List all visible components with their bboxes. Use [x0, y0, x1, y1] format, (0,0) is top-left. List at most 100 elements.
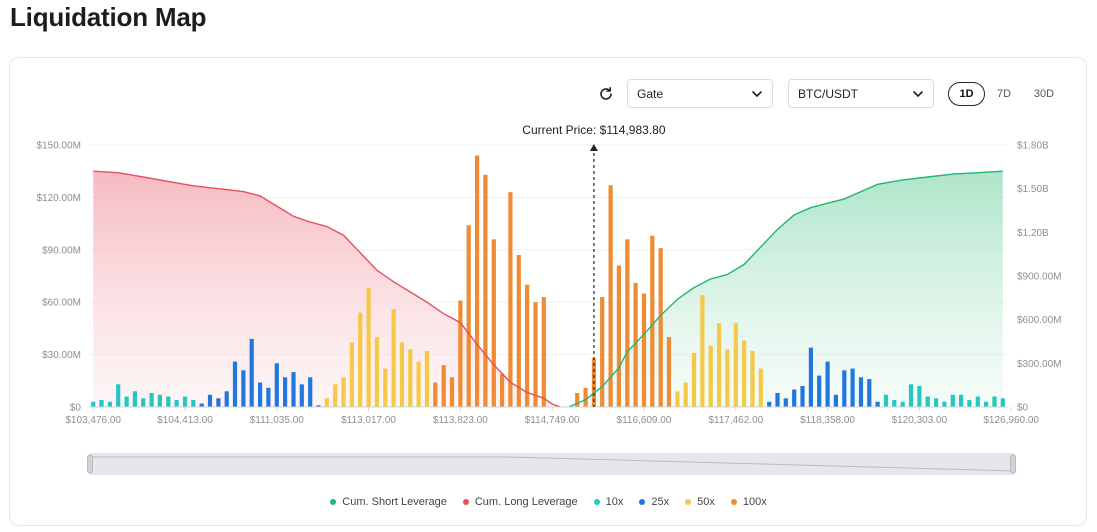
liquidation-bar-25x — [316, 405, 321, 407]
range-1d-button[interactable]: 1D — [948, 82, 985, 106]
exchange-select-value: Gate — [637, 86, 664, 101]
range-7d-button[interactable]: 7D — [996, 88, 1012, 100]
y-right-tick-label: $0 — [1017, 403, 1029, 414]
liquidation-bar-10x — [99, 400, 104, 407]
liquidation-bar-25x — [308, 377, 313, 407]
liquidation-bar-25x — [875, 401, 880, 407]
legend-item-25x[interactable]: 25x — [639, 496, 669, 508]
liquidation-bar-25x — [858, 377, 864, 407]
y-left-tick-label: $90.00M — [42, 245, 81, 256]
liquidation-bar-25x — [249, 338, 254, 407]
liquidation-bar-25x — [825, 361, 830, 407]
y-right-tick-label: $1.80B — [1017, 141, 1049, 152]
legend-item-100x[interactable]: 100x — [730, 496, 767, 508]
liquidation-bar-50x — [349, 342, 354, 407]
liquidation-bar-50x — [424, 351, 430, 407]
liquidation-bar-10x — [892, 400, 897, 407]
liquidation-bar-100x — [633, 283, 638, 407]
liquidation-bar-10x — [908, 384, 914, 407]
liquidation-bar-50x — [683, 382, 688, 407]
y-right-tick-label: $300.00M — [1017, 359, 1061, 370]
x-tick-label: $120,303.00 — [892, 415, 948, 426]
liquidation-bar-100x — [491, 239, 496, 407]
cum-short-area — [568, 171, 1003, 407]
liquidation-bar-50x — [717, 323, 722, 407]
liquidation-bar-100x — [433, 382, 438, 407]
page-title: Liquidation Map — [10, 2, 207, 32]
zoom-slider-right-handle[interactable] — [1010, 455, 1016, 473]
liquidation-bar-10x — [91, 401, 96, 407]
x-tick-label: $126,960.00 — [983, 415, 1039, 426]
liquidation-bar-25x — [207, 394, 213, 407]
liquidation-bar-100x — [541, 297, 546, 407]
liquidation-bar-10x — [992, 396, 997, 407]
liquidation-bar-50x — [416, 361, 421, 407]
zoom-slider-left-handle[interactable] — [87, 455, 93, 473]
liquidation-bar-50x — [742, 340, 747, 407]
liquidation-bar-100x — [608, 185, 613, 407]
y-left-tick-label: $0 — [70, 403, 82, 414]
liquidation-bar-10x — [925, 396, 930, 407]
liquidation-bar-10x — [166, 396, 171, 407]
x-tick-label: $114,749.00 — [525, 415, 580, 426]
liquidation-bar-100x — [441, 365, 446, 407]
liquidation-bar-10x — [157, 394, 162, 407]
x-tick-label: $118,358.00 — [800, 415, 855, 426]
legend-dot-icon — [639, 499, 646, 505]
liquidation-bar-25x — [833, 394, 838, 407]
liquidation-bar-100x — [650, 235, 655, 407]
zoom-slider[interactable] — [89, 453, 1015, 475]
liquidation-bar-100x — [583, 387, 588, 407]
liquidation-bar-100x — [525, 284, 530, 407]
chart-legend: Cum. Short Leverage Cum. Long Leverage 1… — [0, 496, 1097, 508]
liquidation-bar-25x — [241, 370, 246, 407]
legend-label: 50x — [697, 496, 715, 508]
liquidation-bar-100x — [616, 265, 621, 407]
legend-label: 25x — [651, 496, 670, 508]
liquidation-bar-50x — [733, 323, 738, 407]
liquidation-bar-100x — [600, 297, 605, 407]
liquidation-bar-25x — [216, 398, 221, 407]
liquidation-bar-100x — [466, 225, 471, 407]
liquidation-bar-50x — [750, 351, 755, 407]
zoom-slider-preview — [89, 456, 1015, 472]
exchange-select[interactable]: Gate — [627, 79, 773, 108]
liquidation-bar-10x — [950, 394, 955, 407]
y-left-tick-label: $150.00M — [37, 141, 81, 152]
x-tick-label: $111,035.00 — [250, 415, 305, 426]
liquidation-bar-100x — [516, 255, 521, 407]
legend-dot-icon — [730, 499, 737, 505]
liquidation-bar-10x — [934, 398, 939, 407]
legend-item-50x[interactable]: 50x — [685, 496, 715, 508]
x-tick-label: $104,413.00 — [157, 415, 213, 426]
y-right-tick-label: $1.50B — [1017, 184, 1049, 195]
liquidation-bar-25x — [299, 384, 304, 407]
liquidation-bar-100x — [575, 393, 580, 407]
liquidation-bar-50x — [399, 342, 405, 407]
liquidation-bar-10x — [116, 384, 121, 407]
liquidation-bar-10x — [1000, 398, 1005, 407]
refresh-icon[interactable] — [598, 86, 614, 102]
liquidation-bar-100x — [641, 293, 647, 407]
liquidation-bar-25x — [783, 398, 788, 407]
legend-label: Cum. Long Leverage — [474, 496, 578, 508]
legend-item-cum-short[interactable]: Cum. Short Leverage — [330, 496, 447, 508]
liquidation-bar-50x — [700, 295, 705, 407]
x-tick-label: $113,823.00 — [433, 415, 488, 426]
chevron-down-icon — [752, 90, 762, 97]
liquidation-bar-10x — [141, 398, 146, 407]
legend-item-cum-long[interactable]: Cum. Long Leverage — [462, 496, 578, 508]
y-right-tick-label: $900.00M — [1017, 272, 1061, 283]
x-tick-label: $103,476.00 — [65, 415, 121, 426]
liquidation-bar-10x — [967, 400, 972, 407]
liquidation-bar-100x — [508, 192, 513, 407]
pair-select[interactable]: BTC/USDT — [788, 79, 934, 108]
legend-item-10x[interactable]: 10x — [593, 496, 623, 508]
liquidation-bar-25x — [199, 403, 204, 407]
liquidation-bar-100x — [458, 300, 463, 407]
liquidation-bar-10x — [191, 400, 196, 407]
range-30d-button[interactable]: 30D — [1033, 88, 1055, 100]
liquidation-bar-10x — [984, 401, 989, 407]
pair-select-value: BTC/USDT — [798, 86, 858, 101]
liquidation-bar-50x — [408, 349, 413, 407]
